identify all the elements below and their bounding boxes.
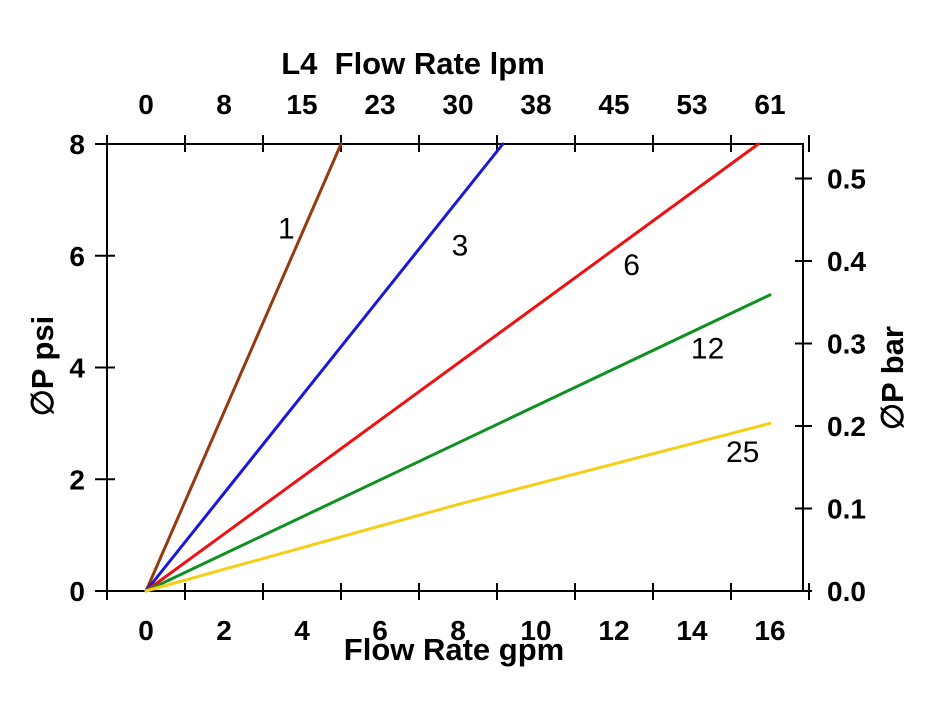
top-axis-tick-label: 45 <box>598 89 629 120</box>
x-axis-tick-label: 6 <box>372 615 388 646</box>
top-axis-tick-label: 30 <box>442 89 473 120</box>
x-axis-tick-label: 16 <box>754 615 785 646</box>
series-line-12 <box>144 293 772 593</box>
right-axis-tick-label: 0.5 <box>827 164 866 195</box>
x-axis-tick-label: 10 <box>520 615 551 646</box>
top-axis-tick-label: 53 <box>676 89 707 120</box>
series-line-6 <box>144 142 760 593</box>
top-axis-tick-label: 61 <box>754 89 785 120</box>
plot-border <box>106 143 804 592</box>
series-line-3 <box>144 142 505 593</box>
y-axis-tick-label: 0 <box>69 576 85 607</box>
right-axis-tick-label: 0.2 <box>827 411 866 442</box>
y-axis-tick-label: 6 <box>69 241 85 272</box>
y-axis-tick-label: 2 <box>69 464 85 495</box>
y-axis-tick-label: 4 <box>69 353 85 384</box>
x-axis-tick-label: 4 <box>294 615 310 646</box>
series-label-25: 25 <box>726 436 759 469</box>
top-axis-tick-label: 38 <box>520 89 551 120</box>
right-axis-tick-label: 0.3 <box>827 329 866 360</box>
series-line-25 <box>144 421 772 593</box>
series-label-3: 3 <box>452 229 469 262</box>
x-axis-tick-label: 14 <box>676 615 708 646</box>
right-axis-tick-label: 0.0 <box>827 576 866 607</box>
x-axis-tick-label: 2 <box>216 615 232 646</box>
series-line-1 <box>144 142 343 593</box>
x-axis-tick-label: 8 <box>450 615 466 646</box>
right-axis-tick-label: 0.1 <box>827 494 866 525</box>
top-axis-tick-label: 15 <box>286 89 317 120</box>
series-label-6: 6 <box>623 249 640 282</box>
y-axis-tick-label: 8 <box>69 129 85 160</box>
top-axis-title: L4 Flow Rate lpm <box>281 46 545 81</box>
x-axis-tick-label: 12 <box>598 615 629 646</box>
top-axis-tick-label: 0 <box>138 89 154 120</box>
series-label-12: 12 <box>691 333 724 366</box>
right-axis-tick-label: 0.4 <box>827 246 866 277</box>
top-axis-tick-label: 8 <box>216 89 232 120</box>
series-label-1: 1 <box>278 213 295 246</box>
x-axis-tick-label: 0 <box>138 615 154 646</box>
top-axis-tick-label: 23 <box>364 89 395 120</box>
bottom-axis-title: Flow Rate gpm <box>343 632 565 667</box>
